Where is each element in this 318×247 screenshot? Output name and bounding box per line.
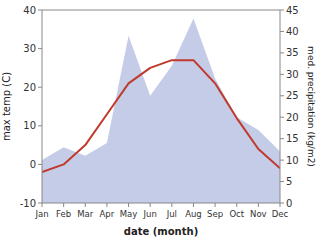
y2-tick-label: 40 [286,26,299,37]
y-tick-label: 30 [23,43,36,54]
y-tick [38,87,42,88]
y-tick-label: 20 [23,82,36,93]
right-axis-line [280,10,281,203]
y2-tick-label: 45 [286,5,299,16]
x-tick-label: Mar [77,209,94,219]
x-tick [171,203,172,207]
x-tick-label: Aug [185,209,202,219]
y2-tick [280,181,284,182]
y2-tick-label: 30 [286,69,299,80]
x-tick [128,203,129,207]
x-tick [106,203,107,207]
y2-tick [280,52,284,53]
y-axis-label: max temp (C) [1,72,12,141]
y2-tick [280,31,284,32]
y2-tick [280,95,284,96]
y-tick-label: -10 [20,198,36,209]
top-frame-line [42,10,280,11]
y2-tick-label: 25 [286,90,299,101]
y-tick-label: 0 [30,159,36,170]
x-tick [193,203,194,207]
y2-tick-label: 15 [286,133,299,144]
chart: -10 0 10 20 30 40 0 5 10 15 20 25 30 35 40 45 Jan Feb Mar A… [0,0,318,247]
left-axis-line [42,10,43,203]
y-tick-label: 10 [23,120,36,131]
x-tick-label: Jul [166,209,177,219]
x-axis-line [42,203,280,204]
x-tick-label: Apr [100,209,115,219]
y-tick [38,203,42,204]
y-tick [38,125,42,126]
x-tick-label: Nov [250,209,267,219]
y2-tick [280,138,284,139]
y-tick [38,48,42,49]
x-tick [258,203,259,207]
y2-tick-label: 10 [286,155,299,166]
y-tick [38,164,42,165]
y2-tick-label: 35 [286,47,299,58]
x-tick [215,203,216,207]
x-tick-label: Oct [229,209,244,219]
x-tick [63,203,64,207]
x-tick-label: Dec [272,209,289,219]
y-tick [38,10,42,11]
y2-tick [280,117,284,118]
x-tick-label: Jun [143,209,157,219]
y2-tick [280,203,284,204]
x-tick [280,203,281,207]
precipitation-area [42,19,280,203]
x-tick [150,203,151,207]
x-tick-label: Jan [34,209,48,219]
y2-tick-label: 0 [286,198,292,209]
x-tick-label: Feb [56,209,71,219]
plot-area [42,19,280,203]
y2-tick-label: 5 [286,176,292,187]
y2-tick [280,160,284,161]
x-tick-label: Sep [207,209,223,219]
y2-axis-label: med. precipitation (kg/m2) [306,46,316,167]
x-axis-label: date (month) [124,226,198,237]
y-tick-label: 40 [23,5,36,16]
y2-tick-label: 20 [286,112,299,123]
y2-tick [280,10,284,11]
x-tick [42,203,43,207]
x-tick [236,203,237,207]
x-tick [85,203,86,207]
temperature-line [42,60,280,172]
y2-tick [280,74,284,75]
x-tick-label: May [120,209,138,219]
